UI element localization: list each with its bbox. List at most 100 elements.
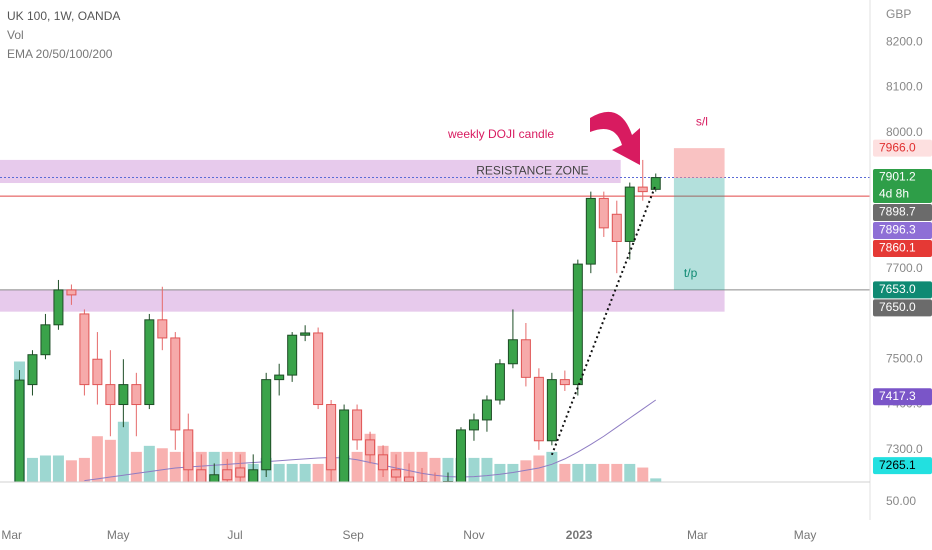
volume-bar	[416, 451, 428, 482]
candle-body	[300, 332, 311, 336]
candle-body	[378, 454, 389, 471]
price-label-bg	[873, 457, 932, 475]
candle-body	[248, 469, 259, 482]
candle-body	[27, 354, 38, 386]
legend-ema: EMA 20/50/100/200	[7, 47, 113, 61]
price-label: 7896.3	[879, 223, 916, 237]
volume-bar	[598, 463, 610, 482]
x-tick-label: Jul	[227, 528, 242, 542]
arrow	[590, 111, 640, 165]
price-label: 7966.0	[879, 140, 916, 154]
candle-body	[585, 197, 596, 265]
candle-body	[611, 213, 622, 242]
volume-bar	[637, 467, 649, 482]
legend-vol: Vol	[7, 28, 24, 42]
volume-bar	[520, 460, 532, 482]
volume-bar	[351, 451, 363, 482]
volume-bar	[143, 445, 155, 482]
volume-bar	[481, 457, 493, 482]
price-label-bg	[873, 168, 932, 203]
candle-body	[261, 379, 272, 471]
volume-bar	[273, 463, 285, 482]
volume-bar	[650, 478, 662, 482]
x-tick-label: May	[107, 528, 130, 542]
stop-label: s/l	[696, 114, 708, 128]
stop-box	[673, 148, 725, 179]
target-box	[673, 178, 725, 290]
volume-bar	[468, 457, 480, 482]
volume-bar	[533, 455, 545, 482]
candle-body	[637, 186, 648, 193]
volume-bar	[611, 463, 623, 482]
candle-body	[339, 409, 350, 482]
y-tick-label: 8200.0	[886, 34, 923, 48]
trendline	[550, 184, 657, 456]
candle-body	[66, 289, 77, 296]
candle-body	[365, 439, 376, 456]
y-tick-label: 7500.0	[886, 351, 923, 365]
candle-body	[598, 197, 609, 229]
price-label: 7650.0	[879, 300, 916, 314]
volume-bar	[442, 457, 454, 482]
candle-body	[494, 363, 505, 401]
candle-body	[287, 334, 298, 376]
volume-bar	[546, 451, 558, 482]
price-label: 7898.7	[879, 205, 916, 219]
candle-body	[468, 419, 479, 431]
y-tick-label: 7300.0	[886, 442, 923, 456]
price-label: 7417.3	[879, 389, 916, 403]
x-tick-label: Nov	[463, 528, 484, 542]
y-tick-label: 8000.0	[886, 125, 923, 139]
price-label: 7653.0	[879, 282, 916, 296]
candle-body	[533, 376, 544, 442]
price-label-bg	[873, 281, 932, 299]
candle-body	[92, 358, 103, 386]
candle-body	[196, 469, 207, 482]
candle-body	[326, 404, 337, 471]
volume-bar	[130, 451, 142, 482]
x-tick-label: May	[794, 528, 817, 542]
price-label-bg	[873, 299, 932, 317]
candle-body	[222, 469, 233, 481]
annotation: weekly DOJI candle	[447, 127, 554, 141]
candle-body	[144, 319, 155, 406]
candle-body	[209, 474, 220, 482]
candle-body	[14, 379, 25, 482]
candle-body	[481, 399, 492, 421]
volume-bar	[286, 463, 298, 482]
price-label-bg	[873, 139, 932, 157]
candle-body	[352, 409, 363, 441]
x-tick-label: 2023	[566, 528, 593, 542]
volume-bar	[572, 463, 584, 482]
x-tick-label: Mar	[687, 528, 708, 542]
candle-body	[391, 469, 402, 478]
volume-bar	[156, 448, 168, 482]
volume-bar	[78, 457, 90, 482]
y-tick-label: 7700.0	[886, 261, 923, 275]
plot: RESISTANCE ZONE s/l t/p	[0, 114, 870, 482]
price-label: 7901.2	[879, 170, 916, 184]
volume-bar	[624, 463, 636, 482]
price-label-bg	[873, 203, 932, 221]
volume-bar	[559, 463, 571, 482]
candle-body	[170, 337, 181, 431]
candle-body	[455, 429, 466, 482]
candle-body	[53, 289, 64, 326]
candle-body	[105, 384, 116, 406]
target-label: t/p	[684, 266, 698, 280]
volume-bar	[299, 463, 311, 482]
volume-bar	[52, 455, 64, 482]
vol-tick-label: 50.00	[886, 494, 916, 508]
price-label-bg	[873, 221, 932, 239]
currency: GBP	[886, 7, 911, 21]
volume-bar	[65, 460, 77, 482]
legend-symbol: UK 100, 1W, OANDA	[7, 9, 120, 23]
zone	[0, 289, 725, 312]
volume-bar	[26, 457, 38, 482]
candle-body	[183, 429, 194, 471]
candle-body	[40, 324, 51, 356]
candle-body	[274, 374, 285, 381]
price-label: 7860.1	[879, 241, 916, 255]
volume-bar	[312, 463, 324, 482]
